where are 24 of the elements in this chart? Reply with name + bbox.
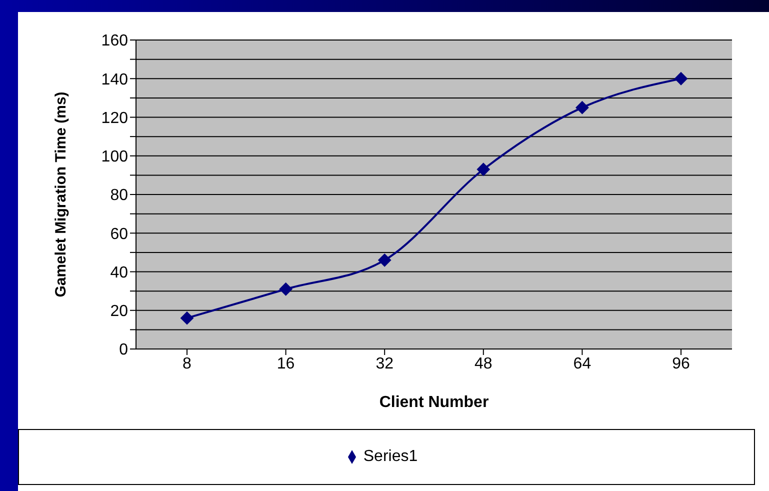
legend-label: Series1 <box>363 448 418 465</box>
y-tick-label: 80 <box>110 187 128 204</box>
y-tick-label: 100 <box>101 148 128 166</box>
point <box>180 312 194 325</box>
x-tick-label: 48 <box>474 355 492 372</box>
point <box>476 162 490 176</box>
point <box>279 282 292 296</box>
x-tick-label: 8 <box>182 355 192 372</box>
x-tick-label: 96 <box>672 355 690 372</box>
y-axis-title: Gamelet Migration Time (ms) <box>52 92 70 298</box>
y-tick-label: 120 <box>101 110 128 127</box>
y-tick-label: 40 <box>110 264 128 282</box>
point <box>674 72 688 86</box>
y-tick-label: 0 <box>119 342 128 359</box>
x-tick-label: 64 <box>573 355 592 372</box>
x-tick-label: 32 <box>376 355 394 372</box>
y-tick-label: 60 <box>110 226 128 243</box>
point <box>576 101 589 114</box>
y-tick-label: 140 <box>101 71 128 88</box>
point <box>378 254 392 267</box>
x-axis-title: Client Number <box>379 394 489 411</box>
y-tick-label: 20 <box>110 303 128 320</box>
x-tick-label: 16 <box>276 355 295 372</box>
y-tick-label: 160 <box>101 32 128 50</box>
